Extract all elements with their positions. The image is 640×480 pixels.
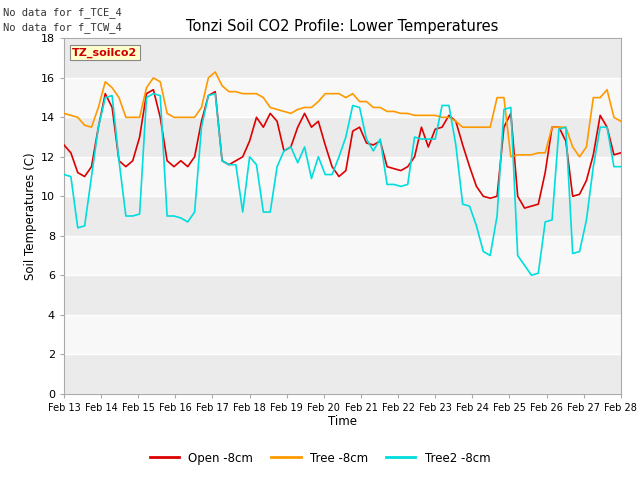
Title: Tonzi Soil CO2 Profile: Lower Temperatures: Tonzi Soil CO2 Profile: Lower Temperatur… xyxy=(186,20,499,35)
Bar xyxy=(64,117,621,157)
Bar xyxy=(64,157,621,196)
Bar xyxy=(64,236,621,275)
Bar xyxy=(64,196,621,236)
X-axis label: Time: Time xyxy=(328,415,357,429)
Bar xyxy=(64,354,621,394)
Y-axis label: Soil Temperatures (C): Soil Temperatures (C) xyxy=(24,152,36,280)
Bar xyxy=(64,78,621,117)
Text: TZ_soilco2: TZ_soilco2 xyxy=(72,47,138,58)
Bar xyxy=(64,275,621,315)
Bar xyxy=(64,315,621,354)
Text: No data for f_TCE_4: No data for f_TCE_4 xyxy=(3,7,122,18)
Legend: Open -8cm, Tree -8cm, Tree2 -8cm: Open -8cm, Tree -8cm, Tree2 -8cm xyxy=(145,447,495,469)
Bar xyxy=(64,38,621,78)
Text: No data for f_TCW_4: No data for f_TCW_4 xyxy=(3,22,122,33)
